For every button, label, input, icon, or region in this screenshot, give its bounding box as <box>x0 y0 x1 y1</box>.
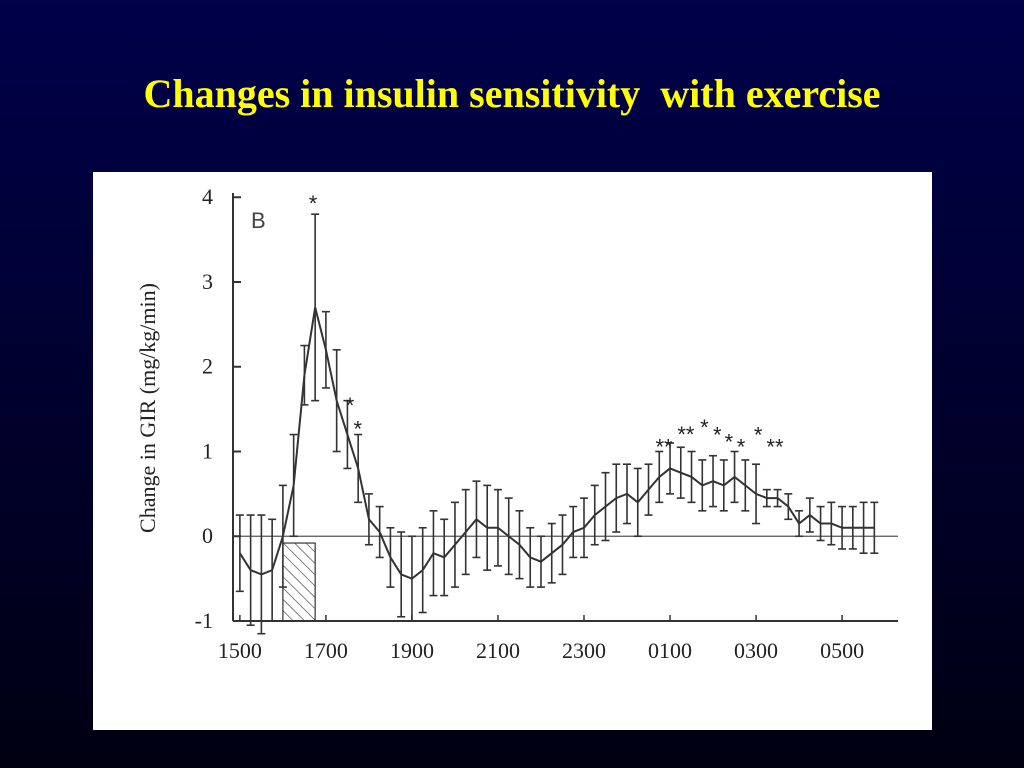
y-tick-label: 4 <box>202 184 213 209</box>
significance-star: * <box>309 191 318 216</box>
exercise-bar <box>282 542 316 622</box>
y-tick-label: 2 <box>202 354 213 379</box>
x-tick-label: 2300 <box>562 638 606 663</box>
x-tick-label: 1900 <box>390 638 434 663</box>
data-line <box>239 307 875 580</box>
x-tick-label: 1500 <box>218 638 262 663</box>
significance-star: * <box>754 423 763 448</box>
x-tick-label: 0300 <box>734 638 778 663</box>
significance-star: * <box>346 393 355 418</box>
x-tick-label: 1700 <box>304 638 348 663</box>
significance-star: * <box>725 429 734 454</box>
y-axis-label: Change in GIR (mg/kg/min) <box>135 283 160 533</box>
significance-star: ** <box>655 434 673 459</box>
panel-label: B <box>251 208 266 233</box>
y-tick-label: 0 <box>202 523 213 548</box>
slide-title: Changes in insulin sensitivity with exer… <box>143 71 881 116</box>
significance-star: * <box>713 423 722 448</box>
y-tick-label: 3 <box>202 269 213 294</box>
significance-star: ** <box>766 434 784 459</box>
significance-star: * <box>737 434 746 459</box>
x-tick-label: 0500 <box>820 638 864 663</box>
y-tick-label: 1 <box>202 438 213 463</box>
significance-star: ** <box>677 422 695 447</box>
x-tick-label: 0100 <box>648 638 692 663</box>
x-tick-label: 2100 <box>476 638 520 663</box>
y-tick-label: -1 <box>195 608 213 633</box>
significance-star: * <box>700 415 709 440</box>
significance-star: * <box>353 417 362 442</box>
